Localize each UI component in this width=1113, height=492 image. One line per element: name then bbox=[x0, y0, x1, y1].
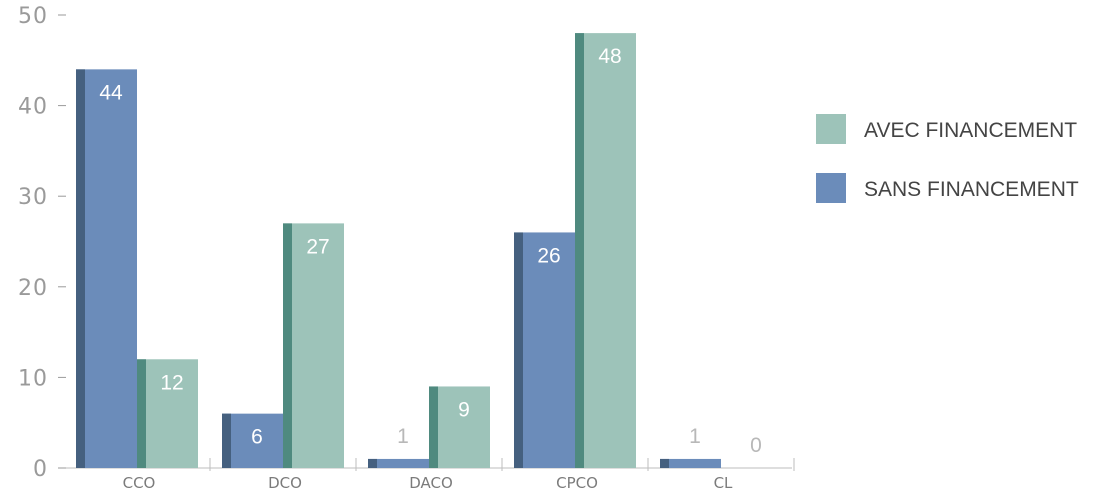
bar: 12 bbox=[137, 359, 198, 468]
bar-shade bbox=[368, 458, 377, 468]
y-tick-label: 20 bbox=[18, 276, 48, 301]
x-tick-label: CCO bbox=[123, 474, 156, 492]
bar-shade bbox=[575, 33, 584, 469]
y-tick-label: 10 bbox=[18, 366, 48, 391]
legend-swatch bbox=[816, 114, 846, 144]
bar-body bbox=[660, 458, 721, 468]
bar-body bbox=[514, 232, 575, 468]
legend-label: AVEC FINANCEMENT bbox=[864, 119, 1077, 142]
bar-shade bbox=[283, 223, 292, 468]
legend-item: AVEC FINANCEMENT bbox=[816, 114, 1077, 144]
legend-label: SANS FINANCEMENT bbox=[864, 178, 1079, 201]
data-label: 6 bbox=[251, 426, 263, 449]
data-label: 1 bbox=[397, 425, 409, 448]
bar-body bbox=[429, 386, 490, 468]
x-tick-label: CL bbox=[714, 474, 733, 492]
bar-body bbox=[137, 359, 198, 468]
data-label: 9 bbox=[458, 398, 470, 421]
bar-shade bbox=[514, 232, 523, 468]
bar: 6 bbox=[222, 413, 283, 468]
y-axis: 0 10 20 30 40 50 bbox=[18, 4, 66, 482]
bar: 44 bbox=[76, 69, 137, 469]
y-tick-label: 30 bbox=[18, 185, 48, 210]
data-label: 48 bbox=[598, 45, 621, 68]
bar: 27 bbox=[283, 223, 344, 468]
data-label: 44 bbox=[99, 81, 123, 104]
bar-body bbox=[76, 69, 137, 469]
bar-shade bbox=[76, 69, 85, 469]
bars: 44 12 6 27 1 9 26 48 1 0 bbox=[76, 33, 762, 469]
bar-shade bbox=[137, 359, 146, 468]
bar-shade bbox=[222, 413, 231, 468]
data-label: 1 bbox=[689, 425, 701, 448]
data-label: 26 bbox=[537, 244, 560, 267]
bar-body bbox=[575, 33, 636, 469]
x-tick-label: DACO bbox=[409, 474, 453, 492]
data-label: 27 bbox=[306, 235, 329, 258]
bar: 9 bbox=[429, 386, 490, 468]
bar-shade bbox=[429, 386, 438, 468]
data-label: 0 bbox=[750, 434, 762, 457]
bar: 0 bbox=[750, 434, 762, 457]
bar: 26 bbox=[514, 232, 575, 468]
x-tick-label: CPCO bbox=[556, 474, 598, 492]
bar-body bbox=[368, 458, 429, 468]
y-tick-label: 40 bbox=[18, 95, 48, 120]
legend-swatch bbox=[816, 173, 846, 203]
legend: AVEC FINANCEMENT SANS FINANCEMENT bbox=[816, 114, 1079, 203]
data-label: 12 bbox=[160, 371, 183, 394]
y-tick-label: 0 bbox=[33, 457, 48, 482]
bar-shade bbox=[660, 458, 669, 468]
bar: 48 bbox=[575, 33, 636, 469]
legend-item: SANS FINANCEMENT bbox=[816, 173, 1079, 203]
bar-body bbox=[222, 413, 283, 468]
bar-body bbox=[283, 223, 344, 468]
bar: 1 bbox=[368, 425, 429, 468]
bar: 1 bbox=[660, 425, 721, 468]
x-tick-label: DCO bbox=[268, 474, 302, 492]
y-tick-label: 50 bbox=[18, 4, 48, 29]
